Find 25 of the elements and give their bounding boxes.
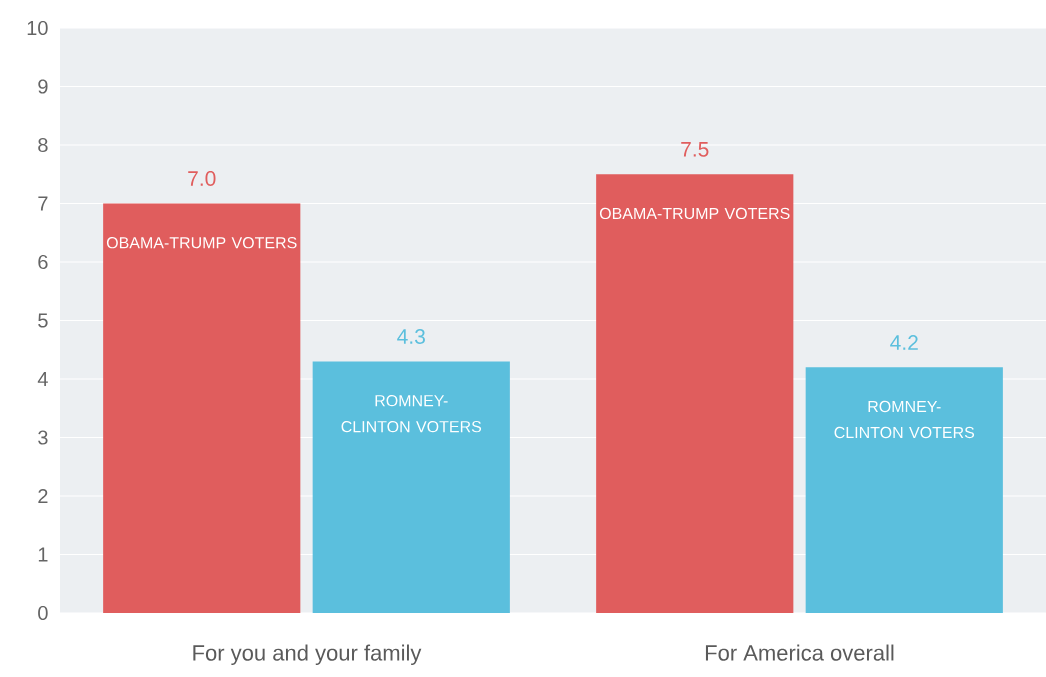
data-label: 7.5 <box>681 142 709 157</box>
y-tick-label: 0 <box>38 605 48 621</box>
bar <box>103 203 301 613</box>
bar <box>805 367 1003 613</box>
y-tick-label: 10 <box>27 20 48 36</box>
bar <box>596 174 794 613</box>
series-label: OBAMA-TRUMP VOTERS <box>106 237 297 249</box>
x-tick-label: For America overall <box>705 644 894 661</box>
y-tick-label: 7 <box>38 196 48 211</box>
text: ROMNEY-CLINTON VOTERS <box>341 394 482 433</box>
y-tick-label: 1 <box>38 547 48 562</box>
y-tick-label: 5 <box>38 313 48 328</box>
data-label: 4.3 <box>397 329 425 344</box>
y-tick-label: 6 <box>38 254 48 270</box>
y-tick-label: 8 <box>38 137 48 153</box>
text: OBAMA-TRUMP VOTERS <box>599 207 790 220</box>
x-tick-label: For you and your family <box>193 644 422 666</box>
y-tick-label: 9 <box>38 79 48 94</box>
bar <box>312 361 510 613</box>
series-label: ROMNEY-CLINTON VOTERS <box>834 400 975 439</box>
y-tick-label: 2 <box>38 489 48 503</box>
data-label: 4.2 <box>890 335 918 350</box>
y-tick-label: 4 <box>37 372 48 386</box>
y-tick-label: 3 <box>38 430 48 445</box>
data-label: 7.0 <box>188 171 216 186</box>
